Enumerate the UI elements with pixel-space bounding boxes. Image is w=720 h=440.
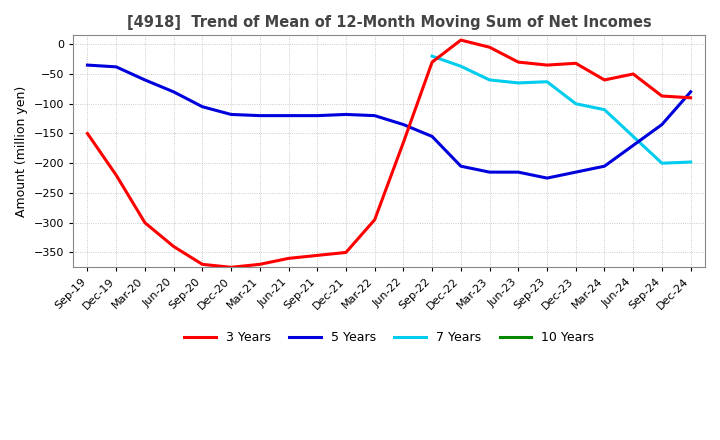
- 5 Years: [657, 122, 666, 127]
- 5 Years: [485, 169, 494, 175]
- 7 Years: [456, 64, 465, 69]
- Line: 5 Years: 5 Years: [87, 65, 690, 178]
- 5 Years: [284, 113, 293, 118]
- 7 Years: [514, 80, 523, 85]
- 7 Years: [485, 77, 494, 83]
- 3 Years: [284, 256, 293, 261]
- 3 Years: [600, 77, 609, 83]
- 7 Years: [543, 79, 552, 84]
- 5 Years: [456, 164, 465, 169]
- 7 Years: [428, 54, 436, 59]
- 3 Years: [428, 59, 436, 65]
- 5 Years: [83, 62, 91, 68]
- 5 Years: [514, 169, 523, 175]
- Line: 3 Years: 3 Years: [87, 40, 690, 268]
- 3 Years: [629, 71, 637, 77]
- 3 Years: [572, 61, 580, 66]
- 5 Years: [370, 113, 379, 118]
- 7 Years: [686, 159, 695, 165]
- 5 Years: [227, 112, 235, 117]
- 3 Years: [514, 59, 523, 65]
- 5 Years: [600, 164, 609, 169]
- Line: 7 Years: 7 Years: [432, 56, 690, 163]
- 5 Years: [572, 169, 580, 175]
- 5 Years: [686, 89, 695, 95]
- 5 Years: [313, 113, 322, 118]
- Title: [4918]  Trend of Mean of 12-Month Moving Sum of Net Incomes: [4918] Trend of Mean of 12-Month Moving …: [127, 15, 652, 30]
- 5 Years: [399, 122, 408, 127]
- 7 Years: [600, 107, 609, 112]
- 5 Years: [543, 176, 552, 181]
- 3 Years: [256, 262, 264, 267]
- Y-axis label: Amount (million yen): Amount (million yen): [15, 86, 28, 217]
- 3 Years: [485, 44, 494, 50]
- Legend: 3 Years, 5 Years, 7 Years, 10 Years: 3 Years, 5 Years, 7 Years, 10 Years: [179, 326, 599, 349]
- 3 Years: [370, 217, 379, 222]
- 5 Years: [112, 64, 120, 70]
- 5 Years: [341, 112, 350, 117]
- 3 Years: [456, 37, 465, 43]
- 3 Years: [227, 265, 235, 270]
- 7 Years: [572, 101, 580, 106]
- 7 Years: [657, 161, 666, 166]
- 3 Years: [198, 262, 207, 267]
- 5 Years: [169, 89, 178, 95]
- 3 Years: [657, 93, 666, 99]
- 3 Years: [112, 172, 120, 178]
- 5 Years: [629, 143, 637, 148]
- 3 Years: [686, 95, 695, 100]
- 3 Years: [140, 220, 149, 225]
- 3 Years: [399, 140, 408, 145]
- 3 Years: [169, 244, 178, 249]
- 3 Years: [313, 253, 322, 258]
- 5 Years: [140, 77, 149, 83]
- 3 Years: [543, 62, 552, 68]
- 3 Years: [341, 250, 350, 255]
- 5 Years: [428, 134, 436, 139]
- 5 Years: [256, 113, 264, 118]
- 5 Years: [198, 104, 207, 110]
- 3 Years: [83, 131, 91, 136]
- 7 Years: [629, 134, 637, 139]
